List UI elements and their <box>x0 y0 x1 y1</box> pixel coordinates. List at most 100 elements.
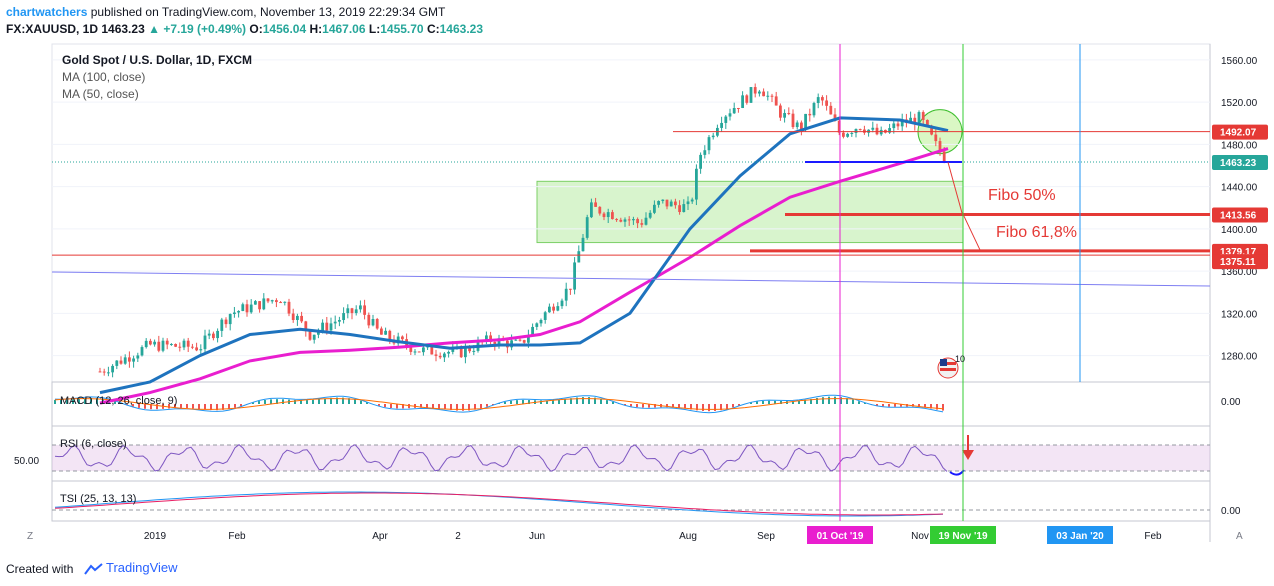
candle-body <box>888 128 891 133</box>
candle-body <box>140 347 144 356</box>
candle-body <box>938 141 942 152</box>
time-axis-left-button[interactable]: Z <box>27 531 33 542</box>
candle-body <box>926 119 929 126</box>
candle-body <box>837 120 841 133</box>
candle-body <box>615 219 618 221</box>
candle-body <box>111 365 114 373</box>
tsi-pane-border <box>51 480 1211 522</box>
chart-svg[interactable]: Gold Spot / U.S. Dollar, 1D, FXCM MA (10… <box>0 42 1274 556</box>
candle-body <box>396 336 400 344</box>
candle-body <box>695 168 698 200</box>
candle-body <box>384 330 387 335</box>
tsi-line <box>54 491 944 517</box>
candle-body <box>296 315 299 320</box>
candle-body <box>409 346 413 352</box>
candle-body <box>346 308 350 314</box>
candle-body <box>388 330 392 340</box>
right-scale-button[interactable]: A <box>1236 531 1243 542</box>
price-badge <box>1212 207 1268 223</box>
candle-body <box>611 212 614 220</box>
candle-body <box>812 103 816 116</box>
brand-name[interactable]: TradingView <box>106 560 178 575</box>
candle-body <box>770 95 774 97</box>
time-axis[interactable]: 2019 Feb Apr 2 Jun Aug Sep Nov Feb 01 Oct '19 19 N… <box>144 526 1162 544</box>
candle-body <box>657 201 660 205</box>
price-tick-label: 1320.00 <box>1221 309 1258 320</box>
candle-body <box>921 112 925 120</box>
candle-body <box>472 350 476 352</box>
consolidation-zone <box>536 109 964 244</box>
left-scale-button[interactable]: Z <box>27 531 33 542</box>
candle-body <box>871 127 875 130</box>
candle-body <box>560 300 564 307</box>
us-flag-icon[interactable]: 10 <box>937 354 965 379</box>
candle-body <box>854 129 858 134</box>
candle-body <box>359 305 362 310</box>
candle-body <box>413 351 417 353</box>
candle-body <box>493 341 497 346</box>
price-axis[interactable]: 1560.00 1520.00 1480.00 1440.00 1400.00 1360.… <box>1212 56 1268 363</box>
tsi-signal-line <box>54 492 944 516</box>
high-label: H: <box>309 22 323 36</box>
candle-body <box>535 323 539 327</box>
candle-body <box>564 288 568 301</box>
candle-body <box>207 333 211 336</box>
time-badge <box>1047 526 1113 544</box>
candle-body <box>585 217 589 238</box>
indicator-panes <box>52 394 1210 517</box>
candle-body <box>220 319 224 331</box>
candle-body <box>879 129 883 135</box>
projection-arrow-2 <box>963 215 981 251</box>
candle-body <box>119 360 123 364</box>
price-tick-label: 1480.00 <box>1221 140 1258 151</box>
candle-body <box>577 251 581 263</box>
candle-body <box>737 108 740 110</box>
candle-body <box>291 313 295 320</box>
candle-body <box>329 323 333 331</box>
candle-body <box>636 219 639 224</box>
candle-body <box>543 312 547 320</box>
time-tick-label: Nov <box>911 531 929 542</box>
legend-title: Gold Spot / U.S. Dollar, 1D, FXCM <box>62 53 252 67</box>
candle-body <box>279 302 282 304</box>
time-tick-label: 2 <box>455 531 461 542</box>
candle-body <box>556 306 560 311</box>
candle-body <box>900 119 904 127</box>
candle-body <box>380 328 383 335</box>
macd-label: MACD (12, 26, close, 9) <box>60 395 177 407</box>
candle-body <box>228 314 232 325</box>
rsi-50-tick: 50.00 <box>14 456 39 467</box>
candle-body <box>233 312 236 315</box>
price-change: +7.19 (+0.49%) <box>163 22 247 36</box>
candle-body <box>459 346 463 358</box>
candle-body <box>711 135 715 138</box>
price-badge <box>1212 155 1268 171</box>
candle-body <box>539 319 543 324</box>
candle-body <box>128 357 131 362</box>
time-axis-right-button[interactable]: A <box>1236 531 1243 542</box>
candle-body <box>758 91 761 94</box>
candle-body <box>178 346 182 348</box>
price-tick-label: 1400.00 <box>1221 225 1258 236</box>
up-arrow-icon: ▲ <box>148 22 160 36</box>
candle-body <box>674 201 677 206</box>
tsi-zero-tick: 0.00 <box>1221 506 1241 517</box>
candle-body <box>842 132 845 137</box>
price-badge <box>1212 254 1268 270</box>
macd-zero-tick: 0.00 <box>1221 397 1241 408</box>
candle-body <box>892 123 896 129</box>
candle-body <box>800 122 803 130</box>
candle-body <box>308 331 312 340</box>
close-value: 1463.23 <box>439 22 484 36</box>
candle-body <box>497 338 501 346</box>
price-tick-label: 1560.00 <box>1221 56 1258 67</box>
candle-body <box>371 319 375 326</box>
candle-body <box>245 304 249 313</box>
trendline <box>51 271 1211 287</box>
candle-body <box>447 351 450 354</box>
candle-body <box>825 100 828 106</box>
candle-body <box>942 151 946 163</box>
price-badge-label: 1413.56 <box>1220 211 1257 222</box>
author-link[interactable]: chartwatchers <box>6 5 88 19</box>
candle-body <box>573 262 576 290</box>
